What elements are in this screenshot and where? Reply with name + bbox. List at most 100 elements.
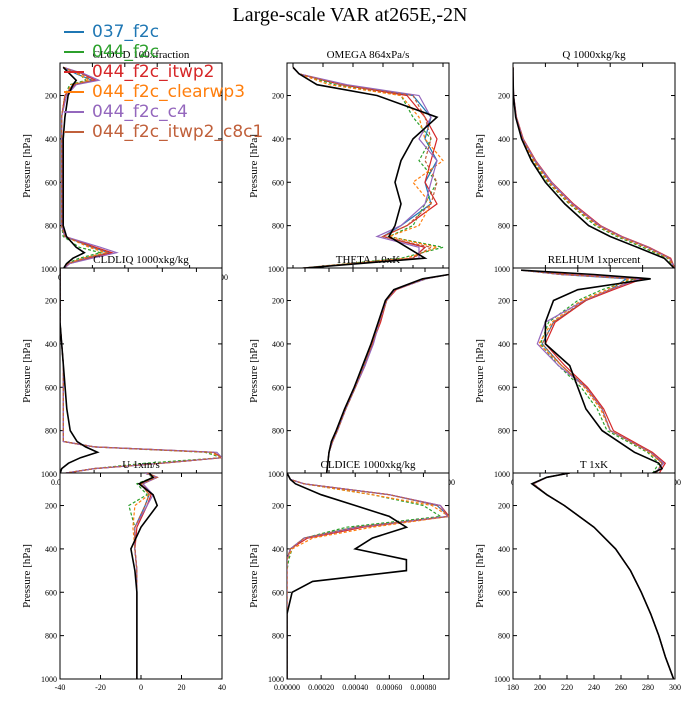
x-tick-label: 40 bbox=[218, 683, 226, 692]
panel-frame bbox=[512, 472, 676, 680]
y-axis-label: Pressure [hPa] bbox=[248, 339, 260, 403]
panel-title: CLDICE 1000xkg/kg bbox=[320, 459, 416, 471]
x-tick-label: 20 bbox=[178, 683, 186, 692]
y-tick-label: 600 bbox=[498, 178, 510, 187]
y-tick-label: 800 bbox=[45, 427, 57, 436]
legend-item: 044_f2c_itwp2 bbox=[64, 62, 263, 82]
x-tick-label: 200 bbox=[534, 683, 546, 692]
y-axis-label: Pressure [hPa] bbox=[21, 544, 33, 608]
legend-label: 044_f2c_itwp2_c8c1 bbox=[92, 122, 264, 142]
panel-frame bbox=[286, 267, 450, 475]
panel-title: CLOUD 100xfraction bbox=[93, 49, 190, 61]
panel: CLOUD 100xfraction Pressure [hPa] 200 400 60… bbox=[21, 49, 228, 282]
y-axis-label: Pressure [hPa] bbox=[248, 134, 260, 198]
y-tick-label: 600 bbox=[45, 383, 57, 392]
legend: 037_f2c 044_f2c 044_f2c_itwp2 044_f2c_clear… bbox=[64, 22, 263, 142]
x-tick-label: 300 bbox=[669, 683, 681, 692]
legend-item: 044_f2c_itwp2_c8c1 bbox=[64, 122, 263, 142]
series-group bbox=[292, 66, 444, 269]
series-line bbox=[521, 269, 663, 474]
legend-swatch bbox=[64, 91, 84, 93]
reference-line bbox=[530, 473, 675, 679]
y-axis-label: Pressure [hPa] bbox=[474, 339, 486, 403]
series-group bbox=[513, 67, 675, 269]
y-tick-label: 400 bbox=[498, 545, 510, 554]
y-tick-label: 400 bbox=[45, 340, 57, 349]
y-tick-label: 200 bbox=[498, 92, 510, 101]
legend-label: 044_f2c_clearwp3 bbox=[92, 82, 246, 102]
panel: CLDLIQ 1000xkg/kg Pressure [hPa] 200 400 600… bbox=[21, 254, 223, 487]
y-axis-label: Pressure [hPa] bbox=[21, 134, 33, 198]
panel-title: THETA 1.0xK bbox=[336, 254, 401, 266]
x-tick-label: 0.00080 bbox=[410, 683, 436, 692]
y-tick-label: 200 bbox=[272, 92, 284, 101]
legend-swatch bbox=[64, 71, 84, 73]
y-tick-label: 600 bbox=[272, 588, 284, 597]
y-tick-label: 200 bbox=[498, 297, 510, 306]
y-tick-label: 1000 bbox=[494, 470, 510, 479]
series-group bbox=[60, 268, 222, 474]
series-line bbox=[521, 269, 667, 474]
series-line bbox=[292, 66, 444, 269]
reference-line bbox=[521, 269, 664, 474]
reference-line bbox=[325, 273, 449, 474]
panel-title: T 1xK bbox=[580, 459, 608, 471]
series-group bbox=[128, 473, 159, 679]
panel-title: RELHUM 1xpercent bbox=[548, 254, 641, 266]
y-tick-label: 200 bbox=[45, 502, 57, 511]
y-tick-label: 600 bbox=[45, 178, 57, 187]
series-line bbox=[287, 473, 449, 679]
panel: CLDICE 1000xkg/kg Pressure [hPa] 200 400 600… bbox=[248, 459, 450, 692]
y-tick-label: 200 bbox=[45, 92, 57, 101]
x-tick-label: 240 bbox=[588, 683, 600, 692]
x-tick-label: 0.00040 bbox=[342, 683, 368, 692]
y-tick-label: 1000 bbox=[41, 675, 57, 684]
panel: Q 1000xkg/kg Pressure [hPa] 200 400 600 800 10… bbox=[474, 49, 676, 282]
legend-item: 044_f2c bbox=[64, 42, 263, 62]
y-tick-label: 800 bbox=[498, 632, 510, 641]
reference-line bbox=[292, 66, 439, 269]
y-tick-label: 800 bbox=[272, 222, 284, 231]
legend-swatch bbox=[64, 111, 84, 113]
y-tick-label: 600 bbox=[498, 588, 510, 597]
series-line bbox=[292, 66, 438, 269]
y-axis-label: Pressure [hPa] bbox=[21, 339, 33, 403]
y-axis-label: Pressure [hPa] bbox=[248, 544, 260, 608]
legend-label: 044_f2c bbox=[92, 42, 160, 62]
reference-line bbox=[513, 67, 675, 269]
legend-item: 037_f2c bbox=[64, 22, 263, 42]
y-tick-label: 200 bbox=[272, 297, 284, 306]
x-tick-label: 0.00020 bbox=[308, 683, 334, 692]
x-tick-label: 180 bbox=[507, 683, 519, 692]
legend-swatch bbox=[64, 131, 84, 133]
panel-frame bbox=[59, 267, 223, 475]
y-axis-label: Pressure [hPa] bbox=[474, 134, 486, 198]
x-tick-label: 0 bbox=[139, 683, 143, 692]
panel: OMEGA 864xPa/s Pressure [hPa] 200 400 600 800… bbox=[248, 49, 450, 282]
panel-title: U 1xm/s bbox=[122, 459, 160, 471]
legend-swatch bbox=[64, 31, 84, 33]
panel-title: OMEGA 864xPa/s bbox=[327, 49, 410, 61]
panel-frame bbox=[286, 62, 450, 270]
y-tick-label: 800 bbox=[272, 427, 284, 436]
x-tick-label: 220 bbox=[561, 683, 573, 692]
y-tick-label: 1000 bbox=[268, 675, 284, 684]
series-group bbox=[521, 269, 667, 474]
y-tick-label: 400 bbox=[45, 545, 57, 554]
y-tick-label: 200 bbox=[272, 502, 284, 511]
y-tick-label: 600 bbox=[498, 383, 510, 392]
y-tick-label: 200 bbox=[45, 297, 57, 306]
legend-label: 044_f2c_c4 bbox=[92, 102, 188, 122]
panel: THETA 1.0xK Pressure [hPa] 200 400 600 800 100… bbox=[248, 254, 455, 487]
panel: RELHUM 1xpercent Pressure [hPa] 200 400 600 8… bbox=[474, 254, 681, 487]
series-line bbox=[513, 67, 675, 269]
series-line bbox=[60, 268, 222, 474]
legend-item: 044_f2c_c4 bbox=[64, 102, 263, 122]
x-tick-label: 0.00000 bbox=[274, 683, 300, 692]
legend-label: 044_f2c_itwp2 bbox=[92, 62, 215, 82]
reference-line bbox=[62, 66, 86, 269]
y-tick-label: 1000 bbox=[41, 470, 57, 479]
